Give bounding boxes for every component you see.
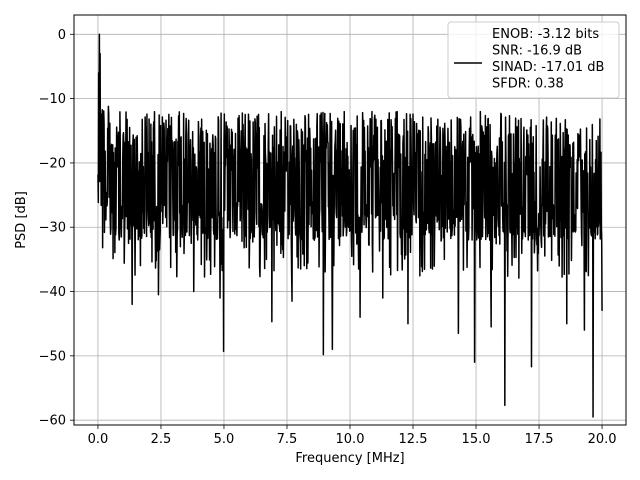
x-axis-label: Frequency [MHz] (295, 451, 404, 466)
y-axis-label: PSD [dB] (14, 191, 29, 249)
x-tick-label: 20.0 (588, 432, 617, 447)
x-axis-ticks: 0.0 2.5 5.0 7.5 10.0 12.5 15.0 17.5 20.0 (88, 425, 617, 447)
legend: ENOB: -3.12 bits SNR: -16.9 dB SINAD: -17.… (447, 21, 620, 99)
psd-series-line (97, 33, 603, 418)
y-tick-label: 0 (58, 28, 66, 43)
y-tick-label: −30 (39, 221, 66, 236)
x-tick-label: 2.5 (151, 432, 172, 447)
y-axis-ticks: 0 −10 −20 −30 −40 −50 −60 (39, 28, 74, 429)
x-tick-label: 15.0 (462, 432, 491, 447)
y-tick-label: −60 (39, 414, 66, 429)
y-tick-label: −20 (39, 156, 66, 171)
y-tick-label: −50 (39, 349, 66, 364)
y-tick-label: −40 (39, 285, 66, 300)
x-tick-label: 12.5 (399, 432, 428, 447)
x-tick-label: 10.0 (336, 432, 365, 447)
legend-line: SFDR: 0.38 (492, 77, 564, 92)
legend-line: ENOB: -3.12 bits (492, 27, 599, 42)
legend-line: SINAD: -17.01 dB (492, 60, 604, 75)
x-tick-label: 17.5 (525, 432, 554, 447)
legend-box (447, 21, 620, 99)
x-tick-label: 5.0 (214, 432, 235, 447)
x-tick-label: 0.0 (88, 432, 109, 447)
plot-area (97, 33, 603, 418)
legend-line: SNR: -16.9 dB (492, 44, 582, 59)
x-tick-label: 7.5 (277, 432, 298, 447)
legend-entry-text: ENOB: -3.12 bits SNR: -16.9 dB SINAD: -17.… (492, 27, 604, 92)
y-tick-label: −10 (39, 92, 66, 107)
